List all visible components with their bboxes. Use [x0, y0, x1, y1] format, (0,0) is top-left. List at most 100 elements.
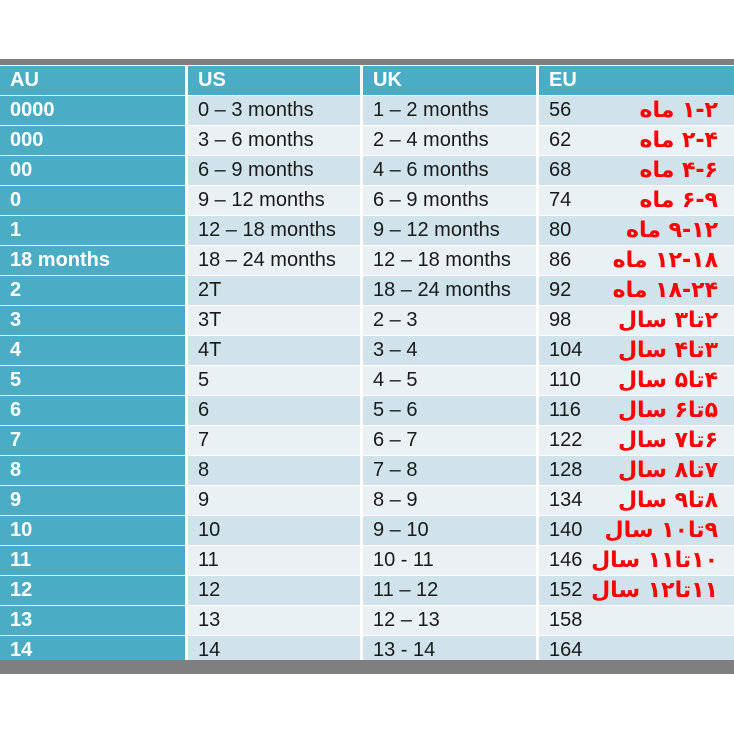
eu-size-value: 164: [549, 639, 583, 661]
cell-uk: 8 – 9: [363, 486, 539, 516]
cell-uk: 6 – 9 months: [363, 186, 539, 216]
cell-eu: 56 ۱-۲ ماه: [539, 96, 734, 126]
persian-age-note: ۴-۶ ماه: [639, 158, 718, 183]
table-row: 3 3T 2 – 3 98 ۲تا۳ سال: [0, 306, 734, 336]
cell-au: 5: [0, 366, 188, 396]
cell-us: 10: [188, 516, 363, 546]
eu-size-value: 110: [549, 369, 581, 391]
cell-au: 00: [0, 156, 188, 186]
cell-au: 13: [0, 606, 188, 636]
cell-au: 6: [0, 396, 188, 426]
persian-age-note: ۴تا۵ سال: [617, 368, 718, 393]
cell-eu: 98 ۲تا۳ سال: [539, 306, 734, 336]
cell-au: 4: [0, 336, 188, 366]
cell-us: 18 – 24 months: [188, 246, 363, 276]
table-row: 0000 0 – 3 months 1 – 2 months 56 ۱-۲ ماه: [0, 96, 734, 126]
cell-us: 6 – 9 months: [188, 156, 363, 186]
cell-au: 9: [0, 486, 188, 516]
eu-size-value: 68: [549, 159, 572, 181]
eu-size-value: 128: [549, 459, 583, 481]
cell-uk: 12 – 18 months: [363, 246, 539, 276]
table-row: 11 11 10 - 11 146 ۱۰تا۱۱ سال: [0, 546, 734, 576]
eu-size-value: 116: [549, 399, 581, 421]
eu-size-value: 158: [549, 609, 583, 631]
cell-au: 3: [0, 306, 188, 336]
persian-age-note: ۵تا۶ سال: [617, 398, 718, 423]
cell-au: 0000: [0, 96, 188, 126]
cell-uk: 3 – 4: [363, 336, 539, 366]
cell-uk: 9 – 12 months: [363, 216, 539, 246]
cell-au: 10: [0, 516, 188, 546]
eu-size-value: 152: [549, 579, 583, 601]
header-au: AU: [0, 66, 188, 96]
cell-eu: 152 ۱۱تا۱۲ سال: [539, 576, 734, 606]
eu-size-value: 56: [549, 99, 572, 121]
cell-eu: 122 ۶تا۷ سال: [539, 426, 734, 456]
persian-age-note: ۱۸-۲۴ ماه: [612, 278, 718, 303]
eu-size-value: 86: [549, 249, 572, 271]
cell-uk: 6 – 7: [363, 426, 539, 456]
cell-us: 13: [188, 606, 363, 636]
cell-us: 5: [188, 366, 363, 396]
cell-eu: 104 ۳تا۴ سال: [539, 336, 734, 366]
top-frame-bar: [0, 59, 734, 65]
cell-au: 0: [0, 186, 188, 216]
cell-uk: 18 – 24 months: [363, 276, 539, 306]
table-row: 00 6 – 9 months 4 – 6 months 68 ۴-۶ ماه: [0, 156, 734, 186]
cell-uk: 2 – 3: [363, 306, 539, 336]
table-row: 4 4T 3 – 4 104 ۳تا۴ سال: [0, 336, 734, 366]
cell-us: 3 – 6 months: [188, 126, 363, 156]
table-row: 12 12 11 – 12 152 ۱۱تا۱۲ سال: [0, 576, 734, 606]
table-row: 13 13 12 – 13 158: [0, 606, 734, 636]
eu-size-value: 92: [549, 279, 572, 301]
cell-eu: 116 ۵تا۶ سال: [539, 396, 734, 426]
cell-uk: 7 – 8: [363, 456, 539, 486]
cell-uk: 1 – 2 months: [363, 96, 539, 126]
cell-us: 8: [188, 456, 363, 486]
cell-us: 9: [188, 486, 363, 516]
persian-age-note: ۷تا۸ سال: [617, 458, 718, 483]
persian-age-note: ۱۲-۱۸ ماه: [612, 248, 718, 273]
header-uk: UK: [363, 66, 539, 96]
persian-age-note: ۶تا۷ سال: [617, 428, 718, 453]
cell-uk: 12 – 13: [363, 606, 539, 636]
persian-age-note: ۸تا۹ سال: [617, 488, 718, 513]
cell-eu: 74 ۶-۹ ماه: [539, 186, 734, 216]
cell-us: 4T: [188, 336, 363, 366]
cell-au: 8: [0, 456, 188, 486]
cell-au: 7: [0, 426, 188, 456]
eu-size-value: 104: [549, 339, 583, 361]
cell-us: 0 – 3 months: [188, 96, 363, 126]
eu-size-value: 62: [549, 129, 572, 151]
header-eu: EU: [539, 66, 734, 96]
persian-age-note: ۳تا۴ سال: [617, 338, 718, 363]
eu-size-value: 140: [549, 519, 583, 541]
cell-uk: 4 – 6 months: [363, 156, 539, 186]
cell-eu: 62 ۲-۴ ماه: [539, 126, 734, 156]
eu-size-value: 74: [549, 189, 572, 211]
cell-au: 11: [0, 546, 188, 576]
cell-eu: 80 ۹-۱۲ ماه: [539, 216, 734, 246]
cell-au: 2: [0, 276, 188, 306]
header-us: US: [188, 66, 363, 96]
eu-size-value: 98: [549, 309, 572, 331]
eu-size-value: 134: [549, 489, 583, 511]
persian-age-note: ۹تا۱۰ سال: [604, 518, 718, 543]
cell-us: 12 – 18 months: [188, 216, 363, 246]
cell-au: 12: [0, 576, 188, 606]
cell-us: 2T: [188, 276, 363, 306]
bottom-frame-bar: [0, 660, 734, 674]
header-row: AU US UK EU: [0, 66, 734, 96]
cell-eu: 128 ۷تا۸ سال: [539, 456, 734, 486]
eu-size-value: 80: [549, 219, 572, 241]
cell-au: 18 months: [0, 246, 188, 276]
cell-us: 9 – 12 months: [188, 186, 363, 216]
cell-eu: 92 ۱۸-۲۴ ماه: [539, 276, 734, 306]
table-row: 1 12 – 18 months 9 – 12 months 80 ۹-۱۲ ماه: [0, 216, 734, 246]
cell-eu: 140 ۹تا۱۰ سال: [539, 516, 734, 546]
table-row: 2 2T 18 – 24 months 92 ۱۸-۲۴ ماه: [0, 276, 734, 306]
